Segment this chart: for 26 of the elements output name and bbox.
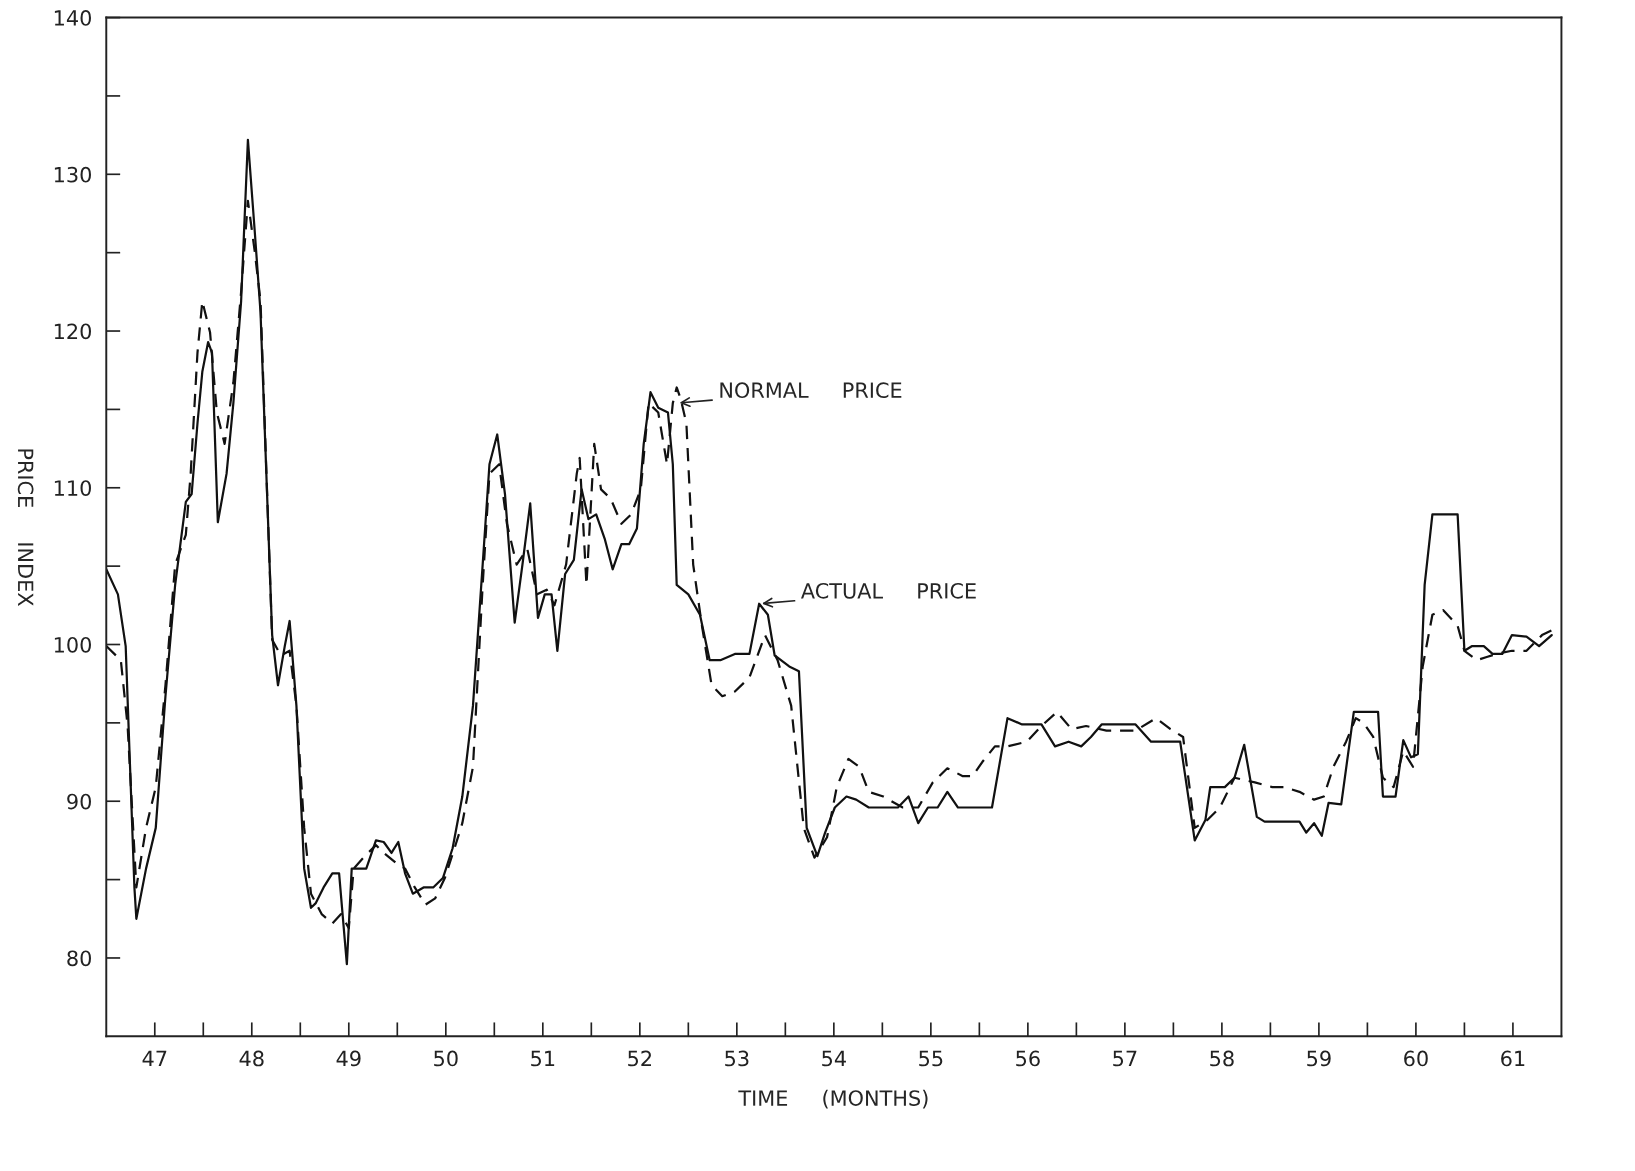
- y-tick-label: 120: [54, 323, 91, 340]
- y-tick-label: 130: [54, 166, 91, 183]
- x-tick-label: 56: [1016, 1050, 1040, 1067]
- x-axis-title: TIME (MONTHS): [738, 1089, 928, 1109]
- y-tick-label: 140: [54, 10, 91, 26]
- x-tick-label: 52: [628, 1050, 651, 1067]
- annotation: NORMAL PRICE: [720, 382, 902, 399]
- y-axis-title: PRICE INDEX: [17, 449, 34, 606]
- y-tick-label: 110: [54, 480, 91, 496]
- x-tick-label: 55: [919, 1050, 943, 1067]
- x-tick-label: 58: [1210, 1050, 1234, 1067]
- x-tick-label: 57: [1113, 1050, 1137, 1067]
- x-tick-label: 53: [725, 1050, 749, 1067]
- y-tick-label: 100: [54, 636, 91, 653]
- x-tick-label: 60: [1404, 1050, 1428, 1067]
- x-tick-label: 50: [434, 1050, 458, 1067]
- y-tick-label: 80: [67, 950, 91, 967]
- x-tick-label: 59: [1307, 1050, 1331, 1067]
- x-tick-label: 51: [531, 1050, 555, 1067]
- x-tick-label: 47: [142, 1050, 167, 1067]
- y-tick-label: 90: [67, 793, 91, 810]
- x-tick-label: 54: [822, 1050, 846, 1067]
- x-tick-label: 49: [336, 1050, 361, 1067]
- x-tick-label: 61: [1501, 1050, 1525, 1067]
- annotation: ACTUAL PRICE: [800, 582, 976, 599]
- x-tick-label: 48: [239, 1050, 264, 1067]
